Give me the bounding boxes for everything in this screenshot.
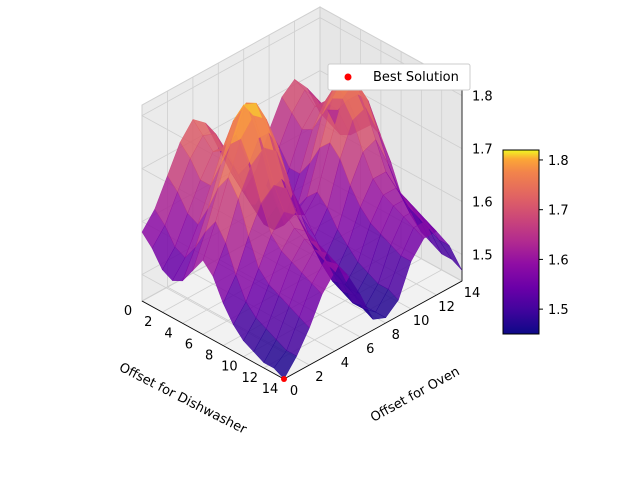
legend-label-best-solution: Best Solution	[373, 70, 459, 85]
axes-frame	[141, 85, 463, 380]
best-solution-layer	[281, 376, 287, 382]
y-tick-label: 6	[366, 342, 374, 357]
z-tick-label: 1.6	[472, 196, 493, 211]
y-tick-label: 14	[464, 286, 481, 301]
y-tick-label: 10	[413, 314, 430, 329]
colorbar-tick-label: 1.8	[548, 154, 569, 169]
x-axis-line	[141, 300, 285, 380]
colorbar-tick-label: 1.5	[548, 303, 569, 318]
x-tick-label: 14	[262, 382, 279, 397]
z-tick-label: 1.8	[472, 90, 493, 105]
best-solution-marker	[281, 376, 287, 382]
x-tick-label: 4	[164, 326, 172, 341]
x-tick-label: 8	[205, 349, 213, 364]
y-axis-label: Offset for Oven	[368, 364, 462, 425]
y-tick-label: 4	[341, 356, 349, 371]
x-tick-label: 12	[241, 371, 258, 386]
colorbar-tick-label: 1.7	[548, 204, 569, 219]
colorbar-ticks: 1.5 1.6 1.7 1.8	[539, 154, 569, 318]
y-tick-label: 2	[315, 370, 323, 385]
x-tick-label: 10	[221, 360, 238, 375]
y-tick-label: 8	[392, 328, 400, 343]
colorbar: 1.5 1.6 1.7 1.8	[502, 149, 569, 335]
colorbar-tick-label: 1.6	[548, 253, 569, 268]
x-tick-label: 6	[185, 337, 193, 352]
y-axis-line	[283, 280, 463, 380]
y-tick-label: 12	[438, 300, 455, 315]
x-tick-label: 0	[124, 304, 132, 319]
surface-mesh	[141, 74, 463, 380]
legend: Best Solution	[327, 63, 471, 91]
surface-patch	[438, 239, 463, 271]
legend-frame	[327, 63, 471, 91]
colorbar-fill	[502, 149, 540, 335]
legend-marker-best-solution	[344, 73, 352, 81]
y-tick-label: 0	[290, 384, 298, 399]
x-tick-label: 2	[144, 315, 152, 330]
z-tick-label: 1.7	[472, 143, 493, 158]
z-tick-label: 1.5	[472, 249, 493, 264]
